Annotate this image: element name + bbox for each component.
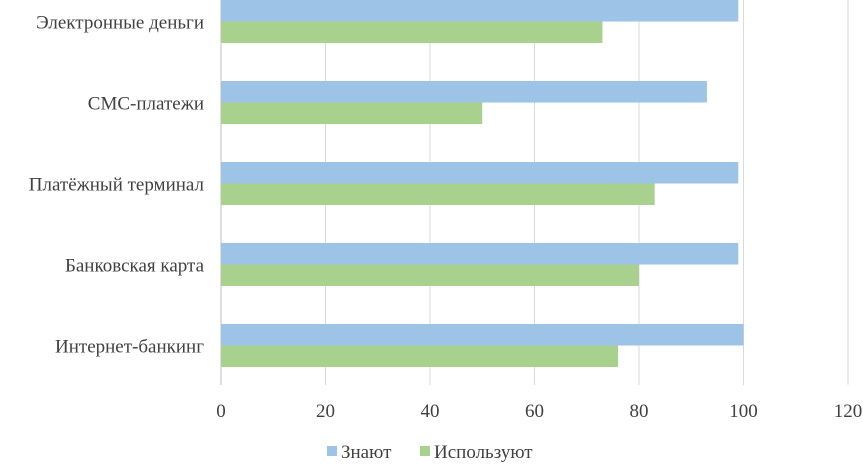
x-tick-label: 100 xyxy=(729,401,758,422)
bar-use xyxy=(221,345,619,367)
x-tick-label: 20 xyxy=(316,401,335,422)
x-tick-label: 120 xyxy=(834,401,863,422)
bars xyxy=(221,0,744,367)
x-tick-label: 0 xyxy=(216,401,226,422)
bar-know xyxy=(221,81,707,103)
bar-know xyxy=(221,243,739,265)
bar-know xyxy=(221,324,744,346)
x-tick-labels: 0 20 40 60 80 100 120 xyxy=(216,401,862,422)
category-label: Электронные деньги xyxy=(36,13,204,34)
legend-swatch xyxy=(420,446,430,456)
legend-label: Знают xyxy=(341,442,392,463)
category-label: Интернет-банкинг xyxy=(55,337,204,358)
bar-use xyxy=(221,264,639,286)
category-labels: Электронные деньги СМС-платежи Платёжный т… xyxy=(29,13,205,358)
x-tick-label: 80 xyxy=(630,401,649,422)
legend: Знают Используют xyxy=(327,442,533,463)
category-label: СМС-платежи xyxy=(88,94,204,115)
bar-know xyxy=(221,0,739,22)
category-label: Платёжный терминал xyxy=(29,175,205,196)
x-tick-label: 60 xyxy=(525,401,544,422)
bar-know xyxy=(221,162,739,184)
x-tick-label: 40 xyxy=(421,401,440,422)
bar-use xyxy=(221,102,483,124)
legend-swatch xyxy=(327,446,337,456)
bar-use xyxy=(221,183,655,205)
bar-use xyxy=(221,21,603,43)
legend-label: Используют xyxy=(434,442,533,463)
category-label: Банковская карта xyxy=(65,256,205,277)
